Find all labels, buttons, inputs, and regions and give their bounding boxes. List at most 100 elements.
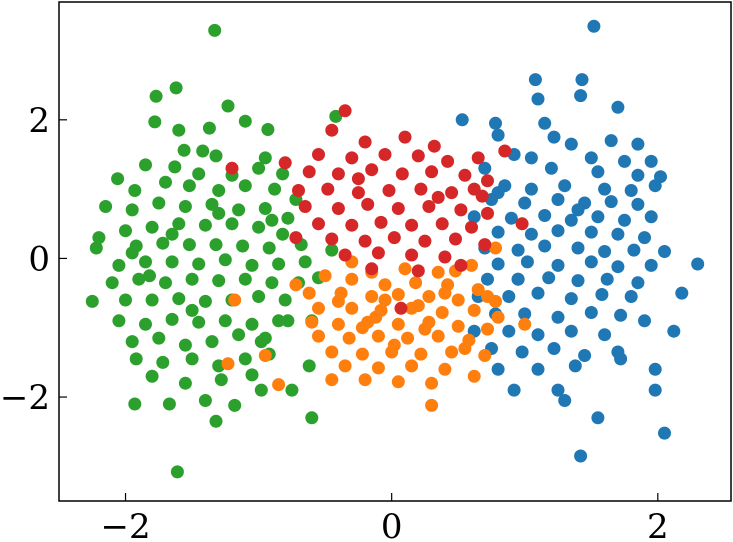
scatter-point-s1-43 — [524, 227, 538, 241]
scatter-point-s0-94 — [214, 373, 228, 387]
scatter-point-s2-58 — [228, 293, 242, 307]
scatter-point-s1-106 — [571, 203, 585, 217]
scatter-point-s1-77 — [551, 310, 565, 324]
scatter-point-s2-13 — [365, 290, 379, 303]
scatter-point-s1-41 — [644, 210, 658, 224]
scatter-point-s1-103 — [658, 426, 671, 440]
scatter-point-s2-24 — [491, 310, 505, 324]
scatter-point-s1-92 — [491, 362, 505, 376]
scatter-point-s0-61 — [212, 274, 226, 288]
scatter-point-s1-101 — [591, 411, 605, 425]
scatter-point-s1-104 — [491, 186, 505, 200]
scatter-point-s1-2 — [575, 73, 589, 87]
scatter-point-s1-66 — [600, 272, 614, 286]
scatter-point-s2-30 — [451, 319, 465, 333]
y-tick-label: −2 — [0, 378, 50, 418]
scatter-point-s1-8 — [491, 128, 505, 142]
scatter-point-s3-34 — [374, 215, 388, 229]
scatter-point-s0-114 — [212, 206, 226, 220]
scatter-point-s3-37 — [465, 220, 478, 234]
scatter-point-s1-97 — [551, 383, 565, 397]
scatter-point-s0-104 — [285, 383, 299, 397]
scatter-point-s3-36 — [435, 217, 449, 231]
scatter-point-s1-50 — [538, 239, 552, 253]
scatter-point-s3-44 — [338, 248, 352, 262]
scatter-point-s2-3 — [465, 258, 478, 272]
scatter-point-s0-41 — [89, 241, 103, 255]
scatter-point-s0-99 — [228, 398, 242, 412]
scatter-point-s2-1 — [398, 262, 412, 276]
scatter-point-s0-4 — [148, 115, 162, 129]
scatter-point-s0-76 — [192, 315, 206, 329]
scatter-point-s1-16 — [618, 154, 631, 168]
scatter-point-s0-68 — [172, 292, 186, 306]
scatter-point-s0-102 — [305, 411, 319, 425]
scatter-point-s3-38 — [325, 232, 339, 246]
scatter-point-s1-17 — [644, 154, 658, 168]
scatter-point-s1-47 — [638, 231, 651, 245]
scatter-point-s0-11 — [139, 158, 152, 172]
scatter-point-s1-7 — [489, 116, 502, 130]
scatter-point-s2-2 — [431, 265, 445, 279]
scatter-point-s1-98 — [648, 362, 662, 376]
scatter-point-s3-31 — [481, 206, 494, 220]
scatter-point-s2-35 — [401, 331, 415, 345]
scatter-point-s0-53 — [245, 258, 259, 272]
scatter-point-s1-84 — [564, 324, 578, 338]
scatter-point-s1-71 — [531, 286, 545, 300]
scatter-point-s0-119 — [185, 303, 199, 317]
scatter-point-s0-22 — [238, 179, 252, 193]
scatter-point-s0-26 — [152, 196, 166, 210]
scatter-point-s1-94 — [568, 359, 582, 373]
scatter-point-s0-96 — [128, 397, 142, 411]
scatter-point-s3-13 — [365, 163, 379, 177]
scatter-point-s0-72 — [278, 293, 292, 307]
scatter-point-s2-60 — [489, 294, 502, 308]
scatter-point-s0-6 — [238, 114, 252, 128]
scatter-point-s2-53 — [425, 398, 439, 412]
scatter-point-s2-38 — [325, 345, 339, 359]
scatter-point-s0-21 — [212, 184, 226, 197]
x-axis-tick-labels: −2 0 2 — [100, 507, 668, 542]
scatter-point-s1-53 — [627, 243, 641, 257]
scatter-point-s0-39 — [276, 227, 290, 241]
scatter-point-s1-64 — [542, 271, 556, 285]
scatter-point-s1-72 — [564, 292, 578, 306]
scatter-point-s2-33 — [342, 331, 356, 345]
scatter-point-s1-83 — [531, 328, 545, 342]
scatter-point-s1-93 — [531, 362, 545, 376]
scatter-point-s2-34 — [371, 329, 385, 343]
scatter-point-s1-60 — [644, 258, 658, 272]
scatter-point-s0-73 — [112, 314, 126, 328]
x-tick-label: −2 — [100, 507, 150, 542]
scatter-point-s0-77 — [218, 314, 232, 328]
scatter-point-s1-6 — [455, 113, 469, 127]
scatter-point-s1-25 — [558, 179, 572, 193]
scatter-point-s2-22 — [435, 306, 449, 319]
scatter-point-s3-45 — [371, 246, 385, 260]
scatter-point-s1-62 — [481, 272, 494, 286]
scatter-point-s1-24 — [524, 182, 538, 196]
scatter-point-s0-67 — [145, 293, 159, 307]
scatter-point-s2-56 — [272, 378, 286, 392]
scatter-point-s2-50 — [425, 376, 439, 390]
scatter-point-s3-42 — [449, 232, 462, 246]
scatter-point-s2-25 — [305, 315, 319, 329]
scatter-point-s1-70 — [502, 290, 516, 303]
scatter-point-s1-88 — [515, 345, 529, 359]
scatter-point-s2-69 — [418, 322, 432, 336]
scatter-point-s0-35 — [172, 217, 186, 231]
scatter-point-s0-87 — [156, 355, 170, 369]
scatter-point-s2-15 — [422, 290, 436, 303]
scatter-point-s0-86 — [129, 352, 143, 366]
scatter-point-s0-62 — [238, 272, 252, 286]
scatter-point-s2-64 — [355, 321, 369, 335]
scatter-point-s3-43 — [478, 238, 492, 252]
scatter-point-s1-11 — [604, 134, 618, 148]
scatter-point-s1-52 — [598, 245, 612, 258]
y-tick-label: 0 — [28, 239, 50, 279]
scatter-point-s3-19 — [321, 182, 335, 196]
scatter-point-s0-110 — [265, 213, 279, 227]
scatter-point-s3-48 — [365, 262, 379, 276]
